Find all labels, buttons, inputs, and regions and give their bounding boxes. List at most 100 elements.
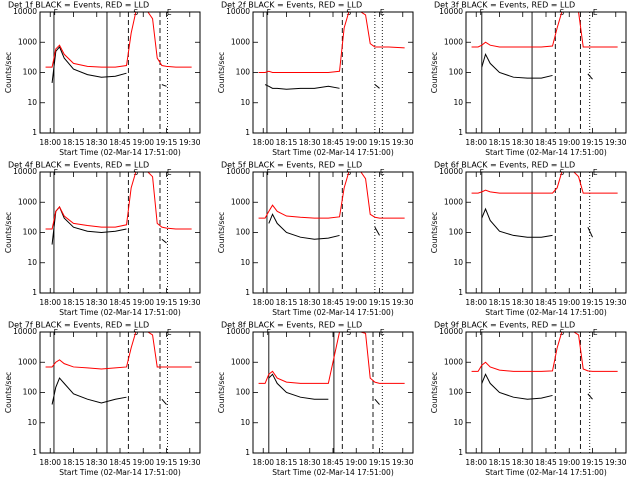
y-tick-label: 10 <box>27 418 37 427</box>
x-tick-label: 18:30 <box>299 138 321 147</box>
y-tick-label: 1000 <box>18 37 37 46</box>
x-axis-label: Start Time (02-Mar-14 17:51:00) <box>272 308 394 317</box>
x-tick-label: 19:30 <box>605 138 627 147</box>
y-tick-label: 10000 <box>226 327 250 336</box>
y-tick-label: 10 <box>453 258 463 267</box>
y-axis-label: Counts/sec <box>430 52 439 93</box>
x-tick-label: 18:45 <box>109 298 131 307</box>
x-tick-label: 19:00 <box>132 458 154 467</box>
x-tick-label: 18:15 <box>276 458 298 467</box>
x-tick-label: 18:30 <box>86 138 108 147</box>
y-axis-label: Counts/sec <box>217 372 226 413</box>
x-tick-label: 18:15 <box>489 138 511 147</box>
plot-frame <box>39 331 201 454</box>
y-tick-label: 10000 <box>13 327 37 336</box>
panel-title: Det 1f BLACK = Events, RED = LLD <box>8 1 149 10</box>
series-line <box>268 213 380 240</box>
y-tick-label: 100 <box>23 228 38 237</box>
x-tick-label: 19:15 <box>156 298 178 307</box>
y-axis-label: Counts/sec <box>4 212 13 253</box>
y-tick-label: 100 <box>449 228 464 237</box>
panel: Det 2f BLACK = Events, RED = LLD Start Ti… <box>217 1 414 158</box>
panel: Det 5f BLACK = Events, RED = LLD Start Ti… <box>217 161 414 318</box>
y-tick-label: 10000 <box>226 167 250 176</box>
x-tick-label: 18:00 <box>39 458 61 467</box>
x-tick-label: 18:30 <box>86 298 108 307</box>
series-line <box>45 11 192 68</box>
series-line <box>51 45 167 87</box>
x-tick-label: 18:00 <box>252 458 274 467</box>
plot-frame <box>465 11 627 134</box>
x-tick-label: 19:15 <box>156 458 178 467</box>
panel: Det 6f BLACK = Events, RED = LLD Start Ti… <box>430 161 627 318</box>
series-line <box>481 52 593 80</box>
x-tick-label: 19:15 <box>582 138 604 147</box>
x-tick-label: 19:15 <box>369 298 391 307</box>
panel-title: Det 5f BLACK = Events, RED = LLD <box>221 161 362 170</box>
y-tick-label: 10000 <box>13 7 37 16</box>
y-tick-label: 10 <box>27 98 37 107</box>
series-line <box>481 373 593 400</box>
x-tick-label: 18:45 <box>109 138 131 147</box>
y-tick-label: 100 <box>23 388 38 397</box>
x-axis-label: Start Time (02-Mar-14 17:51:00) <box>59 148 181 157</box>
x-tick-label: 19:15 <box>369 138 391 147</box>
y-axis-label: Counts/sec <box>4 372 13 413</box>
x-axis-label: Start Time (02-Mar-14 17:51:00) <box>485 468 607 477</box>
series-line <box>481 207 593 238</box>
x-tick-label: 19:15 <box>369 458 391 467</box>
x-tick-label: 18:00 <box>465 298 487 307</box>
series-line <box>258 171 405 219</box>
y-tick-label: 10000 <box>13 167 37 176</box>
y-tick-label: 100 <box>449 388 464 397</box>
x-tick-label: 19:30 <box>392 458 414 467</box>
panel-title: Det 2f BLACK = Events, RED = LLD <box>221 1 362 10</box>
x-tick-label: 19:30 <box>179 298 201 307</box>
x-tick-label: 19:00 <box>132 138 154 147</box>
y-tick-label: 1 <box>32 448 37 457</box>
y-tick-label: 10 <box>240 418 250 427</box>
panel-title: Det 9f BLACK = Events, RED = LLD <box>434 321 575 330</box>
y-tick-label: 10000 <box>226 7 250 16</box>
series-line <box>471 11 618 48</box>
x-tick-label: 18:30 <box>512 298 534 307</box>
x-tick-label: 18:45 <box>535 458 557 467</box>
panel-title: Det 4f BLACK = Events, RED = LLD <box>8 161 149 170</box>
y-tick-label: 10000 <box>439 167 463 176</box>
x-tick-label: 18:45 <box>322 138 344 147</box>
plot-frame <box>465 171 627 294</box>
series-line <box>45 171 192 230</box>
x-tick-label: 18:45 <box>322 458 344 467</box>
y-axis-label: Counts/sec <box>217 52 226 93</box>
x-tick-label: 18:45 <box>535 298 557 307</box>
y-tick-label: 100 <box>23 68 38 77</box>
x-tick-label: 19:00 <box>345 458 367 467</box>
y-tick-label: 100 <box>236 68 251 77</box>
x-tick-label: 18:15 <box>489 298 511 307</box>
series-line <box>258 11 405 73</box>
y-tick-label: 10000 <box>439 327 463 336</box>
x-tick-label: 18:15 <box>63 298 85 307</box>
y-tick-label: 10 <box>453 98 463 107</box>
x-tick-label: 18:30 <box>512 458 534 467</box>
panel: Det 1f BLACK = Events, RED = LLD Start Ti… <box>4 1 201 158</box>
x-axis-label: Start Time (02-Mar-14 17:51:00) <box>485 308 607 317</box>
x-tick-label: 18:45 <box>535 138 557 147</box>
x-tick-label: 18:00 <box>39 298 61 307</box>
x-tick-label: 19:15 <box>582 298 604 307</box>
plot-frame <box>39 11 201 134</box>
y-tick-label: 100 <box>449 68 464 77</box>
y-tick-label: 1000 <box>231 197 250 206</box>
x-tick-label: 18:30 <box>512 138 534 147</box>
x-tick-label: 19:30 <box>179 138 201 147</box>
y-tick-label: 10 <box>453 418 463 427</box>
x-tick-label: 18:45 <box>109 458 131 467</box>
plot-frame <box>252 331 414 454</box>
x-axis-label: Start Time (02-Mar-14 17:51:00) <box>272 468 394 477</box>
x-tick-label: 18:00 <box>252 138 274 147</box>
x-tick-label: 19:15 <box>156 138 178 147</box>
x-tick-label: 18:00 <box>465 138 487 147</box>
y-axis-label: Counts/sec <box>4 52 13 93</box>
series-line <box>45 331 192 370</box>
x-tick-label: 18:15 <box>276 138 298 147</box>
